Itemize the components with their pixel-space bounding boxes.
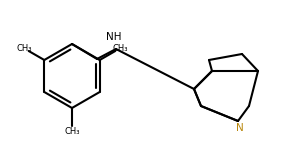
Text: CH₃: CH₃ <box>16 44 32 53</box>
Text: NH: NH <box>106 32 122 42</box>
Text: CH₃: CH₃ <box>112 44 128 53</box>
Text: CH₃: CH₃ <box>64 127 80 136</box>
Text: N: N <box>236 123 244 133</box>
